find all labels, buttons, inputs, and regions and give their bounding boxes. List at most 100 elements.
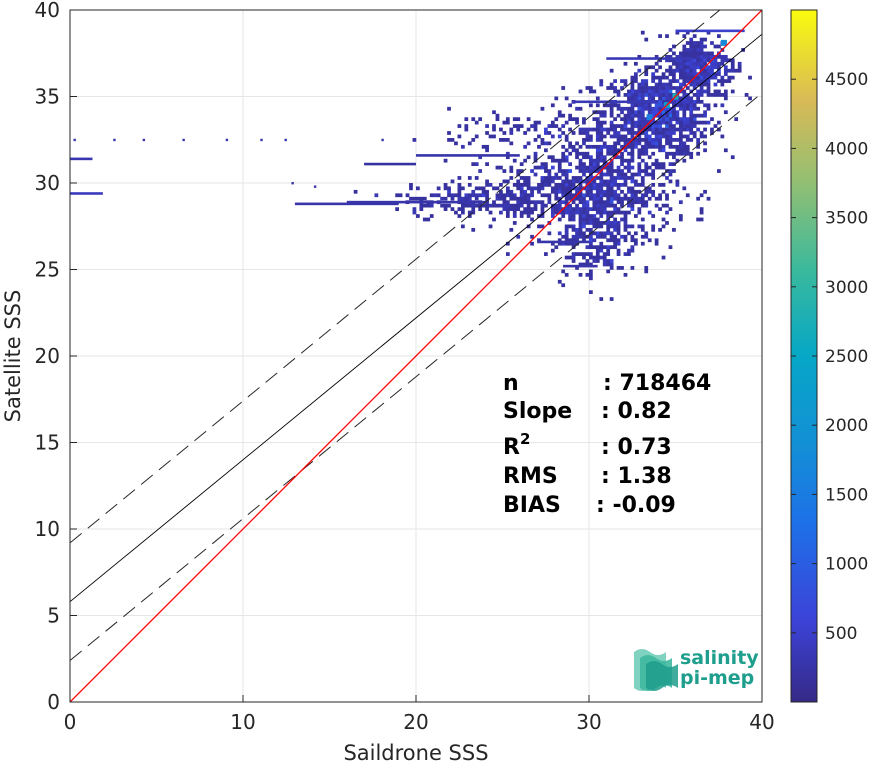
density-cell bbox=[616, 176, 621, 180]
density-cell bbox=[571, 131, 576, 135]
density-cell bbox=[616, 169, 621, 173]
density-cell bbox=[554, 96, 559, 101]
density-cell bbox=[609, 210, 614, 215]
density-cell bbox=[568, 179, 572, 184]
density-cell bbox=[633, 214, 638, 218]
density-cell bbox=[585, 193, 590, 198]
colorbar-tick-label: 1500 bbox=[825, 485, 868, 505]
density-cell bbox=[678, 75, 683, 80]
density-cell bbox=[720, 61, 725, 66]
density-cell bbox=[644, 269, 649, 274]
density-cell bbox=[627, 144, 631, 149]
density-cell bbox=[706, 30, 711, 35]
density-cell bbox=[699, 41, 704, 45]
density-cell bbox=[582, 138, 586, 142]
density-cell bbox=[582, 193, 586, 198]
density-cell bbox=[595, 255, 600, 260]
density-cell bbox=[661, 162, 666, 166]
density-cell bbox=[717, 127, 721, 132]
density-cell bbox=[630, 127, 635, 132]
density-cell bbox=[471, 189, 476, 194]
density-cell bbox=[623, 120, 628, 125]
density-cell bbox=[568, 196, 572, 201]
density-cell bbox=[464, 196, 469, 201]
density-cell bbox=[606, 262, 611, 267]
density-cell bbox=[678, 68, 683, 73]
density-cell bbox=[488, 224, 493, 229]
density-cell bbox=[665, 131, 669, 135]
density-cell bbox=[595, 217, 600, 222]
density-cell bbox=[568, 127, 572, 132]
density-cell bbox=[474, 196, 479, 201]
density-cell bbox=[499, 196, 503, 201]
density-cell bbox=[547, 141, 552, 146]
density-cell bbox=[654, 131, 659, 135]
density-cell bbox=[537, 186, 541, 191]
density-cell bbox=[637, 117, 642, 122]
density-cell bbox=[575, 234, 579, 239]
density-cell bbox=[696, 58, 701, 63]
density-cell bbox=[637, 82, 642, 87]
density-cell bbox=[689, 151, 694, 156]
density-cell bbox=[422, 217, 427, 222]
density-cell bbox=[644, 162, 649, 166]
density-cell bbox=[450, 179, 455, 184]
density-cell bbox=[557, 207, 562, 211]
density-cell bbox=[692, 93, 697, 97]
density-cell bbox=[692, 44, 697, 49]
density-cell bbox=[578, 158, 583, 163]
density-cell bbox=[582, 221, 586, 225]
density-cell bbox=[685, 117, 690, 122]
density-cell bbox=[575, 106, 579, 111]
identity-line bbox=[70, 10, 762, 702]
density-cell bbox=[620, 110, 624, 115]
density-cell bbox=[564, 231, 569, 236]
stat-label-slope: Slope bbox=[503, 399, 572, 424]
density-cell bbox=[665, 127, 669, 132]
density-cell bbox=[554, 210, 559, 215]
density-cell bbox=[699, 131, 704, 135]
density-cell bbox=[678, 103, 683, 108]
density-cell bbox=[595, 245, 600, 250]
y-tick-label: 30 bbox=[35, 171, 60, 195]
density-cell bbox=[692, 58, 697, 63]
density-cell bbox=[637, 103, 642, 108]
density-cell bbox=[589, 221, 593, 225]
density-cell bbox=[720, 79, 725, 83]
density-cell bbox=[720, 134, 725, 139]
density-cell bbox=[602, 179, 607, 184]
colorbar-tick-label: 3000 bbox=[825, 278, 868, 298]
density-cell bbox=[678, 86, 683, 90]
density-cell bbox=[509, 131, 514, 135]
density-cell bbox=[606, 179, 611, 184]
density-cell bbox=[644, 200, 649, 205]
density-cell bbox=[654, 127, 659, 132]
density-cell bbox=[627, 131, 631, 135]
density-cell bbox=[467, 210, 472, 215]
density-cell bbox=[564, 179, 569, 184]
stat-value-slope: : 0.82 bbox=[601, 399, 672, 424]
density-cell bbox=[633, 196, 638, 201]
density-cell bbox=[623, 183, 628, 187]
density-cell bbox=[499, 138, 503, 142]
density-cell bbox=[460, 224, 465, 229]
density-cell bbox=[599, 158, 604, 163]
density-cell bbox=[692, 72, 697, 77]
density-cell bbox=[685, 75, 690, 80]
density-cell bbox=[613, 179, 617, 184]
density-cell bbox=[630, 82, 635, 87]
density-cell bbox=[723, 89, 728, 94]
density-cell bbox=[609, 86, 614, 90]
density-cell bbox=[720, 58, 725, 63]
density-cell bbox=[654, 82, 659, 87]
density-cell bbox=[637, 124, 642, 128]
density-cell bbox=[613, 124, 617, 128]
density-cell bbox=[627, 224, 631, 229]
density-cell bbox=[658, 103, 662, 108]
density-cell bbox=[460, 210, 465, 215]
density-cell bbox=[672, 44, 676, 49]
density-cell bbox=[661, 86, 666, 90]
density-cell bbox=[710, 131, 714, 135]
density-cell bbox=[616, 172, 621, 177]
density-cell bbox=[699, 54, 704, 59]
